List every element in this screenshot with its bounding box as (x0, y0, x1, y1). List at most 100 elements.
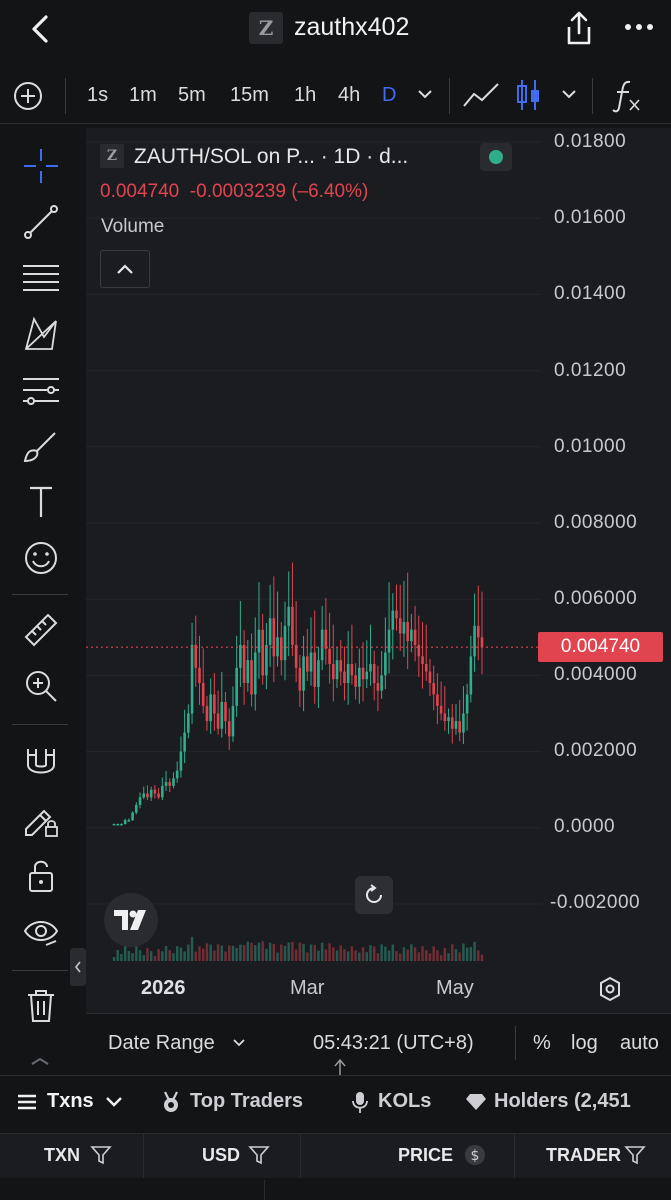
candle-body (454, 721, 458, 729)
collapse-legend-button[interactable] (100, 250, 150, 288)
fib-retracement-icon[interactable] (18, 256, 64, 300)
token-logo: Z (249, 12, 283, 44)
volume-bar (216, 944, 220, 961)
indicators-fx-icon[interactable] (610, 78, 644, 114)
add-indicator-icon[interactable] (12, 80, 44, 112)
candle-body (365, 671, 369, 680)
filter-icon[interactable] (248, 1145, 270, 1165)
timeframe-1m[interactable]: 1m (129, 84, 157, 106)
volume-bar (183, 951, 186, 961)
filter-icon[interactable] (90, 1145, 112, 1165)
candle-body (127, 820, 131, 822)
auto-scale-toggle[interactable]: auto (620, 1032, 659, 1054)
pattern-icon[interactable] (18, 312, 64, 356)
timeframe-1h[interactable]: 1h (294, 84, 317, 106)
last-price-tag: 0.004740 (538, 632, 663, 662)
dollar-icon[interactable]: $ (463, 1143, 487, 1167)
column-trader[interactable]: TRADER (546, 1145, 621, 1165)
column-price[interactable]: PRICE (398, 1145, 454, 1165)
emoji-icon[interactable] (18, 536, 64, 580)
timeframe-15m[interactable]: 15m (230, 84, 269, 106)
trend-line-icon[interactable] (18, 200, 64, 244)
volume-bar (343, 949, 346, 961)
volume-bar (317, 950, 320, 961)
timeframe-5m[interactable]: 5m (178, 84, 206, 106)
back-chevron-icon[interactable] (24, 12, 56, 46)
medal-icon (164, 1091, 178, 1112)
tab-txns[interactable]: Txns (47, 1090, 94, 1112)
lock-drawing-icon[interactable] (18, 798, 64, 842)
volume-bar (376, 953, 380, 961)
text-tool-icon[interactable] (18, 480, 64, 524)
volume-bar (447, 953, 450, 961)
column-usd[interactable]: USD (202, 1145, 241, 1165)
chart-type-chevron-down-icon[interactable] (560, 88, 578, 100)
candle-body (142, 793, 146, 798)
candle-body (123, 820, 127, 824)
volume-bar (320, 942, 324, 961)
y-axis-label: 0.002000 (554, 740, 638, 761)
tradingview-logo[interactable] (104, 893, 158, 947)
trash-icon[interactable] (18, 984, 64, 1028)
candle-body (172, 778, 175, 786)
market-status-indicator[interactable] (480, 143, 512, 171)
column-divider (143, 1133, 144, 1178)
timeframe-chevron-down-icon[interactable] (416, 88, 434, 100)
candle-body (387, 629, 391, 653)
share-icon[interactable] (563, 10, 595, 48)
collapse-toolbar-button[interactable] (70, 948, 86, 986)
unlock-icon[interactable] (18, 854, 64, 898)
volume-bar (402, 947, 406, 961)
forecast-icon[interactable] (18, 368, 64, 412)
volume-bar (172, 953, 175, 961)
percent-scale-toggle[interactable]: % (533, 1032, 551, 1054)
column-txn[interactable]: TXN (44, 1145, 80, 1165)
candle-body (358, 667, 361, 687)
candlestick-chart[interactable] (86, 128, 671, 1013)
date-range-chevron-down-icon[interactable] (232, 1038, 246, 1048)
visibility-icon[interactable] (18, 910, 64, 954)
scroll-up-chevron-icon[interactable] (28, 1056, 52, 1066)
tab-top-traders[interactable]: Top Traders (190, 1090, 303, 1112)
txns-chevron-down-icon[interactable] (104, 1095, 124, 1109)
volume-bar (395, 951, 398, 961)
chart-area[interactable] (86, 128, 671, 1013)
brush-icon[interactable] (18, 424, 64, 468)
zoom-in-icon[interactable] (18, 664, 64, 708)
reset-chart-button[interactable] (355, 876, 393, 914)
candlestick-icon[interactable] (515, 78, 543, 112)
more-icon[interactable] (624, 20, 654, 34)
volume-bar (138, 950, 142, 961)
y-axis-label: 0.01000 (554, 436, 627, 457)
y-axis-label: 0.01600 (554, 207, 627, 228)
volume-bar (157, 949, 160, 961)
volume-bar (235, 948, 238, 961)
timezone-clock[interactable]: 05:43:21 (UTC+8) (313, 1032, 474, 1054)
chart-settings-icon[interactable] (596, 975, 624, 1003)
page-title: zauthx402 (294, 13, 410, 41)
tab-kols[interactable]: KOLs (378, 1090, 432, 1112)
filter-icon[interactable] (624, 1145, 646, 1165)
volume-bar (146, 948, 149, 961)
volume-bar (335, 950, 339, 961)
line-chart-icon[interactable] (462, 80, 500, 110)
magnet-icon[interactable] (18, 742, 64, 786)
toolbar-separator (12, 724, 68, 725)
timeframe-d[interactable]: D (382, 84, 397, 106)
timeframe-1s[interactable]: 1s (87, 84, 109, 106)
candle-body (194, 644, 198, 668)
tab-holders[interactable]: Holders (2,451 (494, 1090, 631, 1112)
volume-bar (246, 941, 250, 961)
volume-bar (358, 952, 361, 961)
volume-bar (149, 951, 153, 961)
crosshair-icon[interactable] (18, 144, 64, 188)
timeframe-4h[interactable]: 4h (338, 84, 361, 106)
ruler-icon[interactable] (18, 608, 64, 652)
date-range-button[interactable]: Date Range (108, 1032, 215, 1054)
legend-symbol[interactable]: ZAUTH/SOL on P... · 1D · d... (134, 145, 409, 168)
log-scale-toggle[interactable]: log (571, 1032, 598, 1054)
chevron-up-icon (117, 264, 133, 274)
candle-body (157, 793, 160, 798)
candle-body (402, 622, 406, 634)
y-axis-label: 0.004000 (554, 664, 638, 685)
